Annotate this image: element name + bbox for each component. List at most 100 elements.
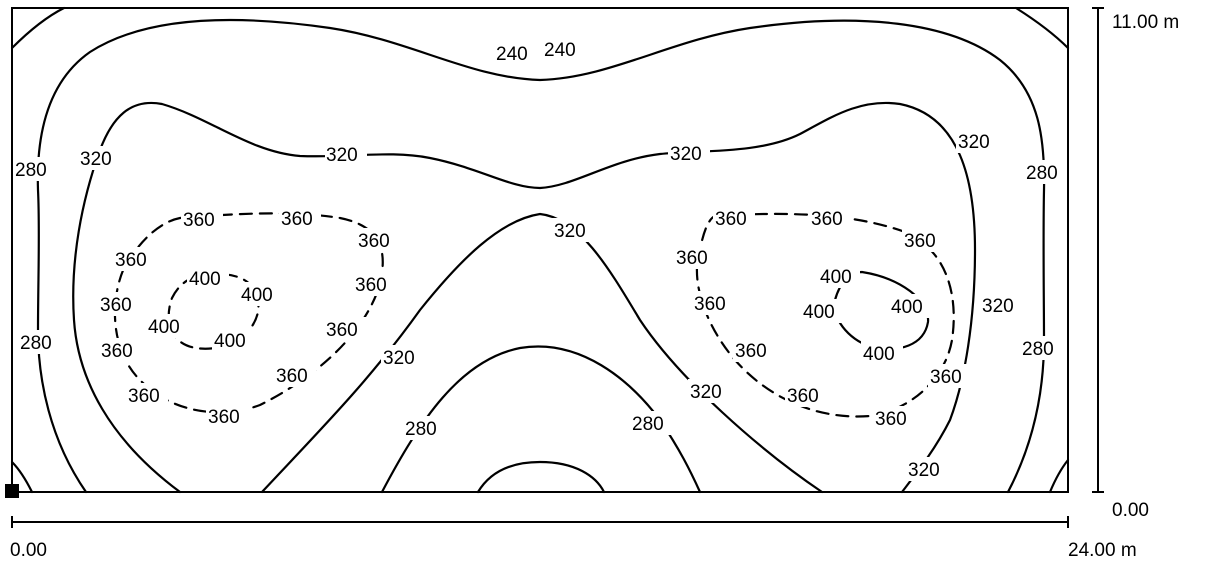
label-360: 360 [735,341,767,362]
label-background [99,338,141,362]
label-360: 360 [276,366,308,387]
label-280: 280 [405,419,437,440]
label-background [801,299,843,323]
label-background [785,383,827,407]
label-320: 320 [958,132,990,153]
label-background [688,379,730,403]
label-360: 360 [100,295,132,316]
x-origin-label: 0.00 [10,540,47,561]
label-320: 320 [80,149,112,170]
label-background [325,142,367,166]
label-360: 360 [128,386,160,407]
label-360: 360 [355,275,387,296]
label-background [187,266,229,290]
label-background [873,406,915,430]
label-320: 320 [554,221,586,242]
label-background [324,317,366,341]
label-360: 360 [358,231,390,252]
contour-bottom-center [476,460,606,494]
label-320: 320 [326,145,358,166]
label-background [19,330,59,354]
label-360: 360 [694,294,726,315]
contour-corner-bottom-right [1048,458,1070,494]
label-background [692,291,734,315]
label-400: 400 [189,269,221,290]
label-background [980,293,1022,317]
label-360: 360 [904,231,936,252]
label-background [404,416,444,440]
label-400: 400 [863,344,895,365]
label-background [902,228,944,252]
label-360: 360 [281,209,313,230]
label-320: 320 [383,348,415,369]
label-360: 360 [787,386,819,407]
label-280: 280 [20,333,52,354]
label-background [542,36,580,58]
label-400: 400 [803,302,835,323]
label-background [146,314,188,338]
label-360: 360 [208,407,240,428]
label-280: 280 [15,160,47,181]
label-background [928,364,970,388]
label-360: 360 [875,409,907,430]
label-background [494,40,532,62]
label-280: 280 [1022,339,1054,360]
label-360: 360 [101,341,133,362]
contour-280-outer [36,18,1046,494]
label-background [631,411,671,435]
label-background [274,363,316,387]
label-400: 400 [891,297,923,318]
height-dimension: 11.00 m 0.00 [1092,7,1179,521]
label-400: 400 [214,331,246,352]
contour-corner-bottom-left [10,460,34,494]
width-dimension: 0.00 24.00 m [10,516,1137,561]
contour-280-center [380,345,702,494]
label-background [956,129,998,153]
label-360: 360 [715,209,747,230]
label-background [818,264,860,288]
label-240: 240 [496,44,528,65]
label-400: 400 [820,267,852,288]
label-400: 400 [241,285,273,306]
label-280: 280 [632,414,664,435]
label-background [906,457,948,481]
contour-labels: 240 240 280 280 280 280 280 280 320 320 … [14,36,1065,481]
label-background [14,157,50,181]
y-origin-label: 0.00 [1112,500,1149,521]
label-background [713,206,755,230]
contour-360-left [113,212,384,414]
label-360: 360 [811,209,843,230]
label-background [113,247,155,271]
contour-corner-top-right [1014,6,1070,50]
label-360: 360 [930,367,962,388]
label-background [181,207,223,231]
label-background [356,228,398,252]
label-360: 360 [183,210,215,231]
label-400: 400 [148,317,180,338]
label-240: 240 [544,40,576,61]
label-background [239,282,281,306]
label-280: 280 [1026,163,1058,184]
label-360: 360 [676,248,708,269]
label-background [98,292,140,316]
label-320: 320 [690,382,722,403]
label-background [79,146,119,170]
label-360: 360 [115,250,147,271]
label-background [279,206,321,230]
label-320: 320 [670,144,702,165]
height-label: 11.00 m [1112,12,1179,33]
label-background [861,341,903,365]
label-background [733,338,775,362]
label-320: 320 [982,296,1014,317]
contour-corner-top-left [10,6,66,50]
label-background [126,383,168,407]
label-background [809,206,851,230]
label-background [552,218,594,242]
label-background [889,294,931,318]
label-background [674,245,716,269]
label-background [212,328,254,352]
origin-marker [5,484,19,498]
label-background [381,345,423,369]
label-background [1025,160,1065,184]
label-background [206,404,248,428]
